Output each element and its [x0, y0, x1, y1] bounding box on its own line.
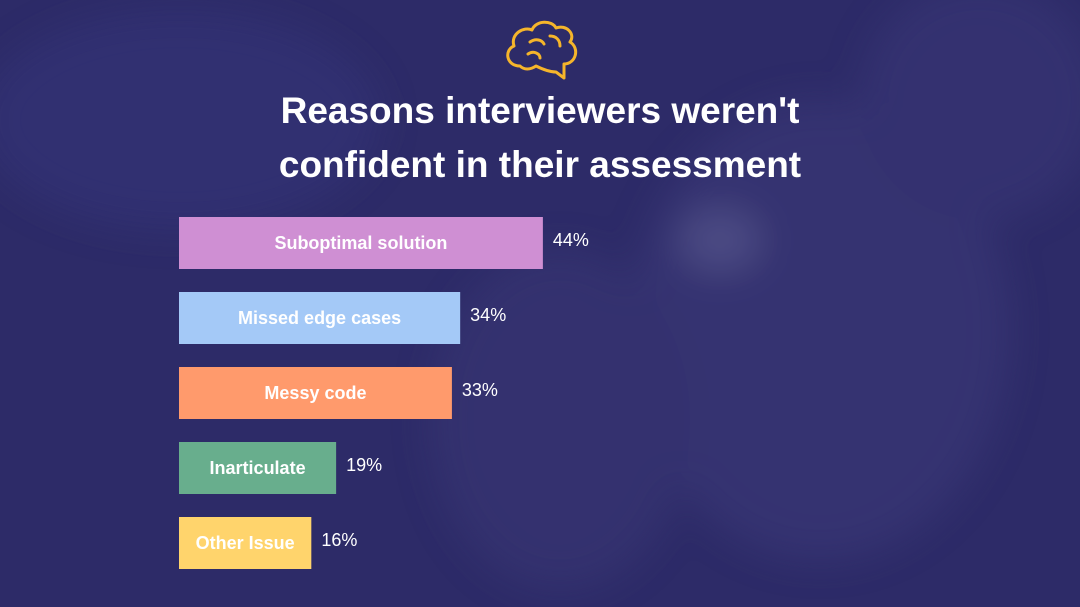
bar-category-label: Inarticulate [210, 458, 306, 478]
value-label: 34% [470, 305, 506, 325]
bar [179, 292, 461, 344]
value-label: 16% [321, 530, 357, 550]
value-label: 44% [553, 230, 589, 250]
bar [179, 517, 312, 569]
bar-category-label: Other Issue [196, 533, 295, 553]
bar [179, 442, 337, 494]
bar [179, 367, 452, 419]
bar-category-label: Missed edge cases [238, 308, 401, 328]
bar-category-label: Suboptimal solution [274, 233, 447, 253]
bar-category-label: Messy code [264, 383, 366, 403]
bar [179, 217, 543, 269]
brain-icon [506, 20, 578, 80]
value-label: 19% [346, 455, 382, 475]
value-label: 33% [462, 380, 498, 400]
chart-title: Reasons interviewers weren't confident i… [278, 90, 802, 185]
